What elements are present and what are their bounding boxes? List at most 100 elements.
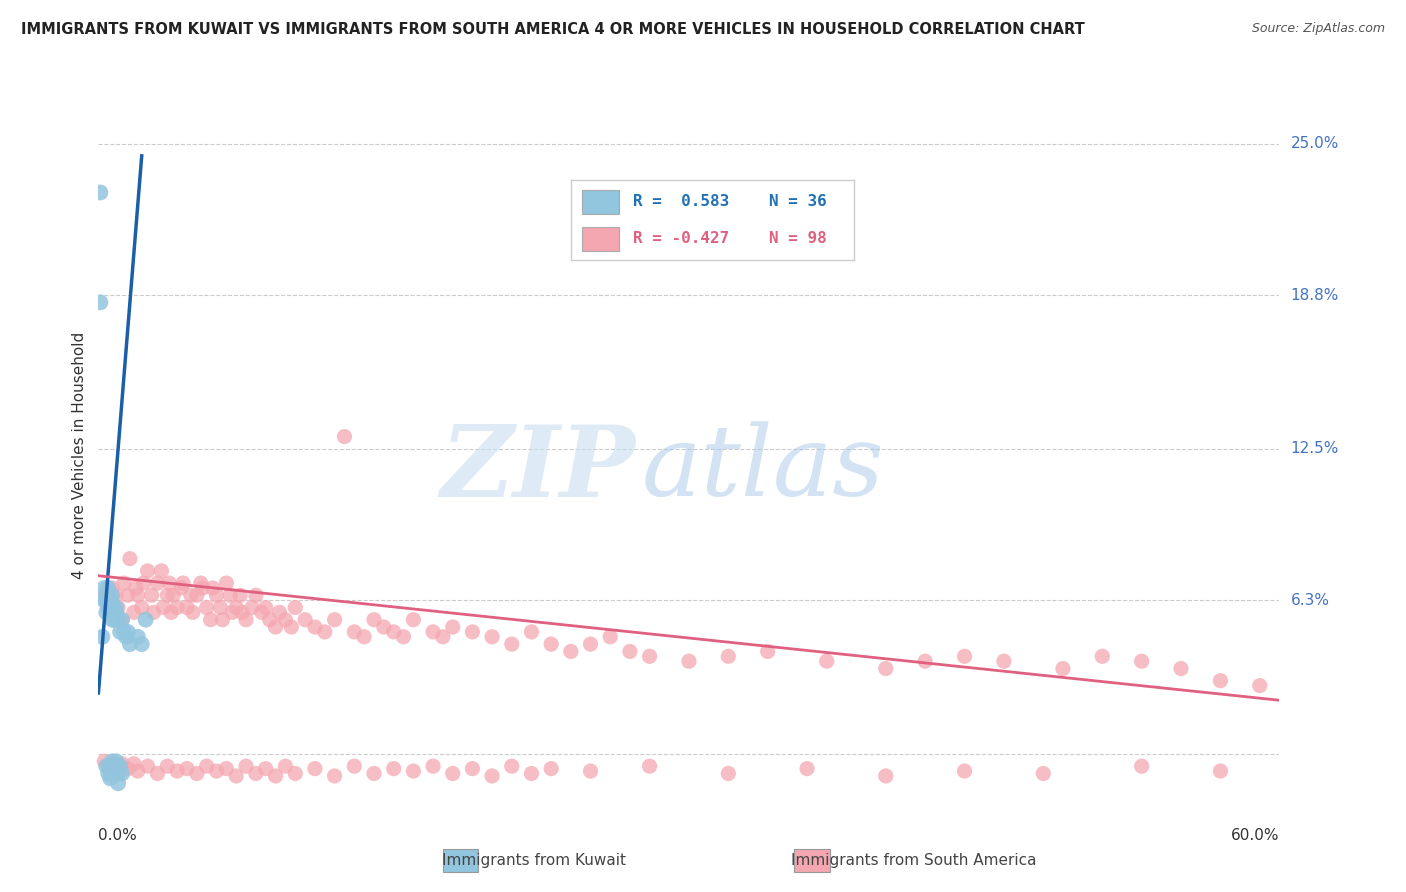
Point [107, 613, 129, 627]
Point [363, 766, 385, 780]
Text: 12.5%: 12.5% [1291, 442, 1339, 457]
Point [122, 606, 145, 620]
Point [157, 576, 180, 591]
Point [274, 613, 297, 627]
Point [373, 620, 395, 634]
Point [520, 766, 543, 780]
Point [269, 606, 291, 620]
Point [132, 576, 155, 591]
Point [141, 588, 163, 602]
Point [156, 588, 179, 602]
Point [501, 759, 523, 773]
Point [815, 654, 838, 668]
Point [96, 588, 118, 602]
Point [91, 630, 114, 644]
Point [215, 762, 238, 776]
Point [201, 581, 224, 595]
Point [195, 600, 218, 615]
Point [108, 624, 131, 639]
Point [146, 766, 169, 780]
Text: 18.8%: 18.8% [1291, 287, 1339, 302]
Point [101, 596, 124, 610]
Point [166, 764, 188, 778]
Point [101, 581, 124, 595]
Point [127, 764, 149, 778]
Point [219, 588, 242, 602]
Point [135, 613, 157, 627]
Point [131, 600, 153, 615]
Point [190, 576, 212, 591]
Point [353, 630, 375, 644]
Point [323, 769, 346, 783]
Point [560, 644, 582, 658]
Point [186, 588, 208, 602]
Point [1052, 661, 1074, 675]
Point [96, 759, 118, 773]
Point [215, 576, 238, 591]
Point [1130, 654, 1153, 668]
Point [146, 576, 169, 591]
Point [117, 624, 139, 639]
Point [953, 764, 976, 778]
Bar [582, 190, 619, 214]
Point [520, 624, 543, 639]
Point [363, 613, 385, 627]
Point [284, 766, 307, 780]
Point [111, 613, 134, 627]
Point [152, 600, 174, 615]
Point [579, 764, 602, 778]
Point [1170, 661, 1192, 675]
Point [402, 764, 425, 778]
Point [176, 762, 198, 776]
Point [191, 581, 214, 595]
Point [101, 588, 124, 602]
Point [181, 606, 204, 620]
Point [461, 762, 484, 776]
Point [97, 581, 120, 595]
Point [441, 620, 464, 634]
Point [717, 766, 740, 780]
Point [172, 576, 194, 591]
Point [105, 606, 128, 620]
Point [107, 600, 129, 615]
Point [254, 600, 277, 615]
Point [118, 551, 141, 566]
Point [98, 600, 121, 615]
Point [245, 588, 267, 602]
Point [304, 762, 326, 776]
Point [205, 764, 228, 778]
Point [89, 295, 111, 310]
Point [323, 613, 346, 627]
Point [240, 600, 263, 615]
Point [105, 754, 128, 768]
Point [160, 606, 183, 620]
Point [93, 593, 115, 607]
Point [264, 769, 287, 783]
Point [93, 754, 115, 768]
Point [875, 661, 897, 675]
Point [105, 588, 128, 602]
Point [599, 630, 621, 644]
Point [264, 620, 287, 634]
Point [225, 600, 247, 615]
Point [186, 766, 208, 780]
Point [254, 762, 277, 776]
Point [101, 600, 124, 615]
Point [481, 769, 503, 783]
Point [97, 596, 120, 610]
Point [1032, 766, 1054, 780]
Point [101, 754, 124, 768]
Point [259, 613, 281, 627]
Point [540, 762, 562, 776]
Point [142, 606, 165, 620]
Point [136, 759, 159, 773]
Point [162, 588, 184, 602]
Point [131, 637, 153, 651]
Point [402, 613, 425, 627]
Point [619, 644, 641, 658]
Text: R = -0.427: R = -0.427 [633, 231, 730, 246]
Point [382, 762, 405, 776]
Text: R =  0.583: R = 0.583 [633, 194, 730, 210]
Point [195, 759, 218, 773]
Point [501, 637, 523, 651]
